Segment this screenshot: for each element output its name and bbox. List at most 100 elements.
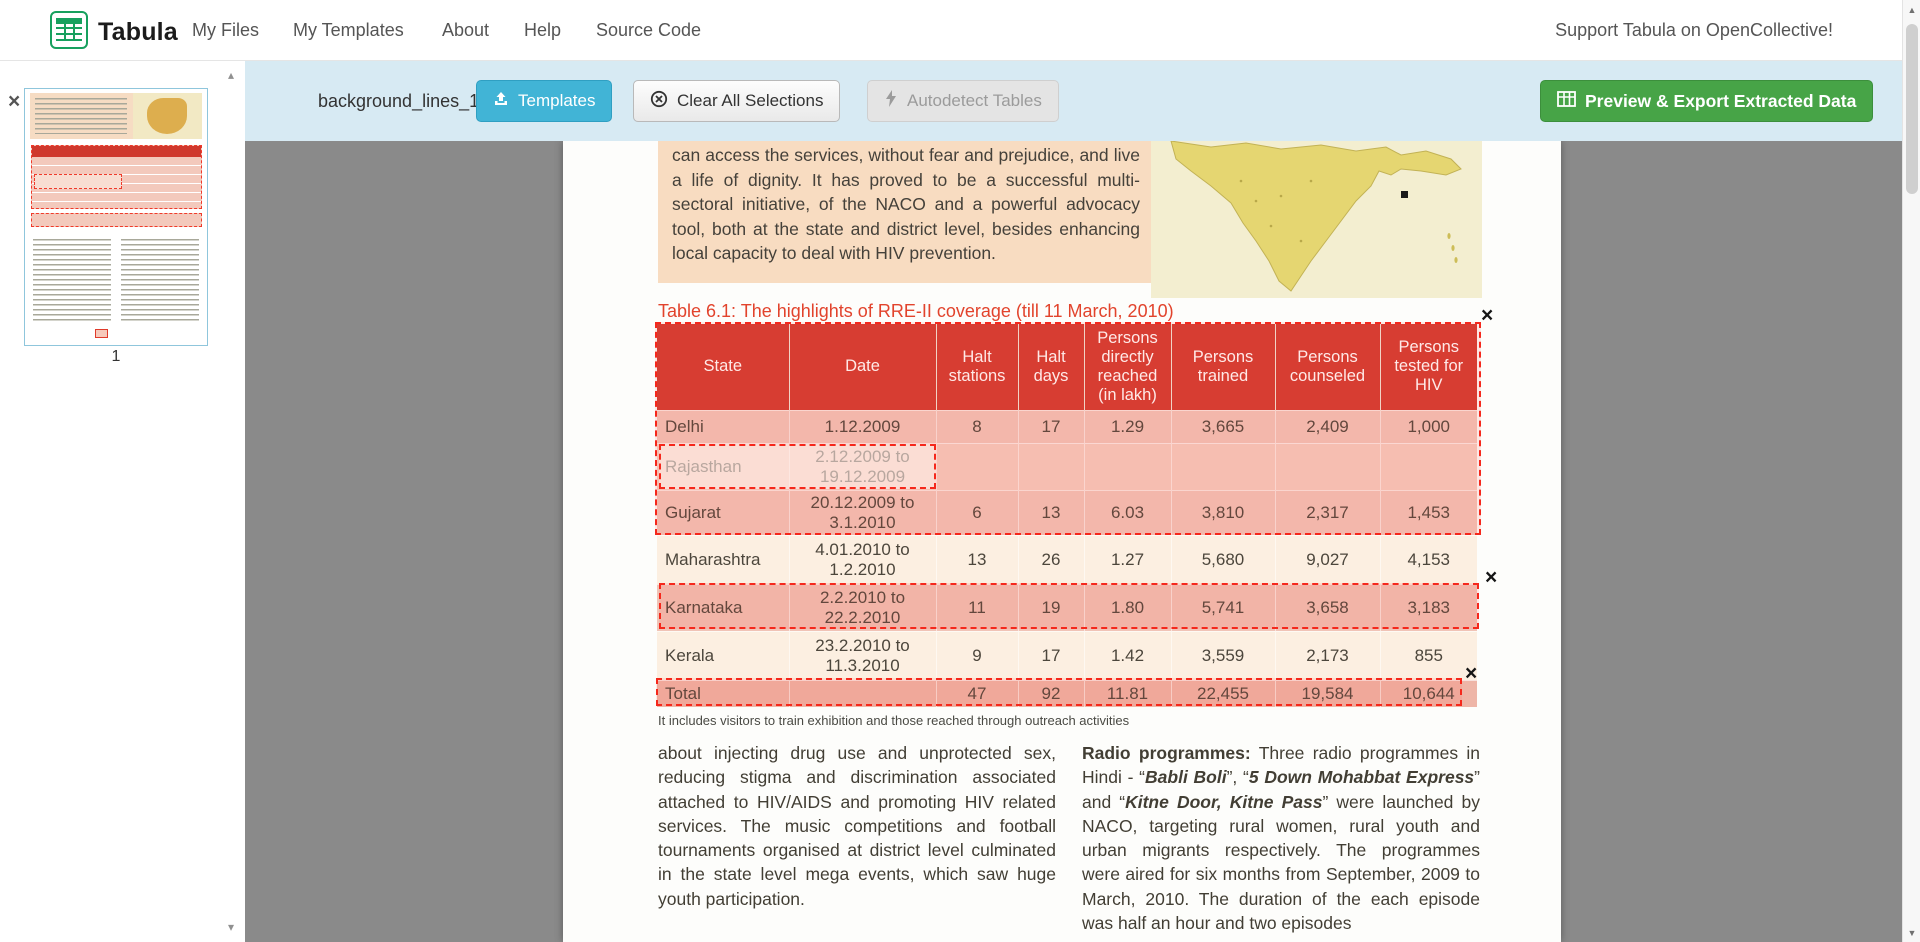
scrollbar-thumb[interactable] [1906,24,1918,194]
table-cell [935,442,1018,490]
window-scrollbar[interactable]: ▲ ▼ [1902,0,1920,942]
selection-close-icon[interactable]: × [1465,662,1478,685]
table-cell: 3,658 [1274,583,1380,631]
selection-table-top[interactable] [655,322,1481,535]
header-cell: Persons counseled [1274,324,1380,410]
clear-circle-x-icon [650,90,668,113]
pdf-body-right-column: Radio programmes: Three radio programmes… [1082,743,1481,934]
table-footnote: It includes visitors to train exhibition… [658,713,1130,728]
table-cell [1017,442,1084,490]
table-cell: 5,741 [1170,583,1275,631]
autodetect-button-label: Autodetect Tables [907,91,1042,110]
selection-rajasthan-row[interactable] [659,444,936,489]
thumb-row-selection [31,213,202,227]
table-cell: 1.42 [1083,630,1171,680]
navbar: Tabula My Files My Templates About Help … [0,0,1920,61]
table-cell: 17 [1017,630,1084,680]
brand-name: Tabula [98,18,178,46]
lightning-icon [884,90,898,112]
templates-button-label: Templates [518,91,596,110]
export-button-label: Preview & Export Extracted Data [1585,90,1857,111]
scrollbar-down-icon[interactable]: ▼ [1907,928,1917,938]
table-cell: 1.27 [1083,534,1171,584]
table-cell: 4.01.2010 to 1.2.2010 [788,534,936,584]
selection-close-icon[interactable]: × [1485,566,1498,589]
table-cell: 1.12.2009 [788,409,936,443]
thumb-text-lines [35,98,127,134]
table-cell: Delhi [657,409,789,443]
table-cell: 1.29 [1083,409,1171,443]
india-map-image [1151,141,1482,298]
scrollbar-up-icon[interactable]: ▲ [1907,5,1917,15]
support-opencollective-link[interactable]: Support Tabula on OpenCollective! [1555,20,1833,40]
table-cell: 855 [1379,630,1477,680]
table-cell: 4,153 [1379,534,1477,584]
nav-item-about[interactable]: About [442,20,490,40]
table-cell: Gujarat [657,489,789,535]
pdf-body-left-column: about injecting drug use and unprotected… [658,743,1056,909]
table-cell: 1,453 [1379,489,1477,535]
nav-item-my-templates[interactable]: My Templates [293,20,404,40]
templates-upload-icon [493,91,509,112]
nav-item-source-code[interactable]: Source Code [596,20,702,40]
table-cell: 8 [935,409,1018,443]
table-row: Kerala 23.2.2010 to 11.3.2010 9 17 1.42 3,559… [657,630,1477,680]
filename-label: background_lines_1.pdf [318,91,510,111]
thumb-total-selection [95,329,108,338]
thumb-map [133,93,202,139]
header-cell: Halt stations [935,324,1018,410]
brand[interactable]: Tabula [50,11,178,54]
pdf-paragraph: can access the services, without fear an… [672,145,1140,264]
page-thumbnail[interactable] [24,88,208,346]
header-cell: Persons trained [1170,324,1275,410]
sidebar-scroll-down-icon[interactable]: ▾ [228,920,235,934]
table-row: Maharashtra 4.01.2010 to 1.2.2010 13 26 1.27… [657,534,1477,584]
table-cell: 1.80 [1083,583,1171,631]
table-cell: Karnataka [657,583,789,631]
table-row: Karnataka 2.2.2010 to 22.2.2010 11 19 1.80 5,… [657,583,1477,631]
header-cell: Persons directly reached (in lakh) [1083,324,1171,410]
table-cell: 3,810 [1170,489,1275,535]
thumb-table-selection [31,145,202,209]
selection-karnataka-row[interactable] [659,583,1479,629]
table-cell: 13 [1017,489,1084,535]
table-row: Delhi 1.12.2009 8 17 1.29 3,665 2,409 1,000 [657,409,1477,443]
table-cell: 2,317 [1274,489,1380,535]
header-cell: Persons tested for HIV [1379,324,1477,410]
table-cell [788,679,936,707]
pdf-viewer: can access the services, without fear an… [245,141,1902,942]
table-row-total: Total 47 92 11.81 22,455 19,584 10,644 [657,679,1477,707]
header-cell: State [657,324,789,410]
toolbar: background_lines_1.pdf Templates Clear A… [245,61,1902,141]
table-cell: 26 [1017,534,1084,584]
thumbnail-close-icon[interactable]: × [8,90,21,113]
preview-export-button[interactable]: Preview & Export Extracted Data [1540,80,1874,122]
table-cell: 6.03 [1083,489,1171,535]
table-cell: 20.12.2009 to 3.1.2010 [788,489,936,535]
table-cell [1274,442,1380,490]
table-cell: 3,559 [1170,630,1275,680]
thumb-text-column-left [33,239,111,321]
table-cell: 2,409 [1274,409,1380,443]
sidebar-scroll-up-icon[interactable]: ▴ [228,68,235,82]
nav-item-my-files[interactable]: My Files [192,20,259,40]
autodetect-tables-button[interactable]: Autodetect Tables [867,80,1059,122]
table-cell: 3,183 [1379,583,1477,631]
clear-all-selections-button[interactable]: Clear All Selections [633,80,841,122]
table-cell: Maharashtra [657,534,789,584]
table-cell: 11 [935,583,1018,631]
templates-button[interactable]: Templates [476,80,613,122]
table-cell: 22,455 [1170,679,1275,707]
selection-total-row[interactable] [656,678,1462,706]
table-cell [1170,442,1275,490]
pdf-table-title: Table 6.1: The highlights of RRE-II cove… [658,301,1174,321]
table-cell: 19 [1017,583,1084,631]
pdf-page[interactable]: can access the services, without fear an… [563,141,1561,942]
table-cell: 5,680 [1170,534,1275,584]
table-cell [1379,442,1477,490]
table-cell: 9 [935,630,1018,680]
table-cell: 1,000 [1379,409,1477,443]
nav-item-help[interactable]: Help [524,20,562,40]
selection-close-icon[interactable]: × [1481,304,1494,327]
